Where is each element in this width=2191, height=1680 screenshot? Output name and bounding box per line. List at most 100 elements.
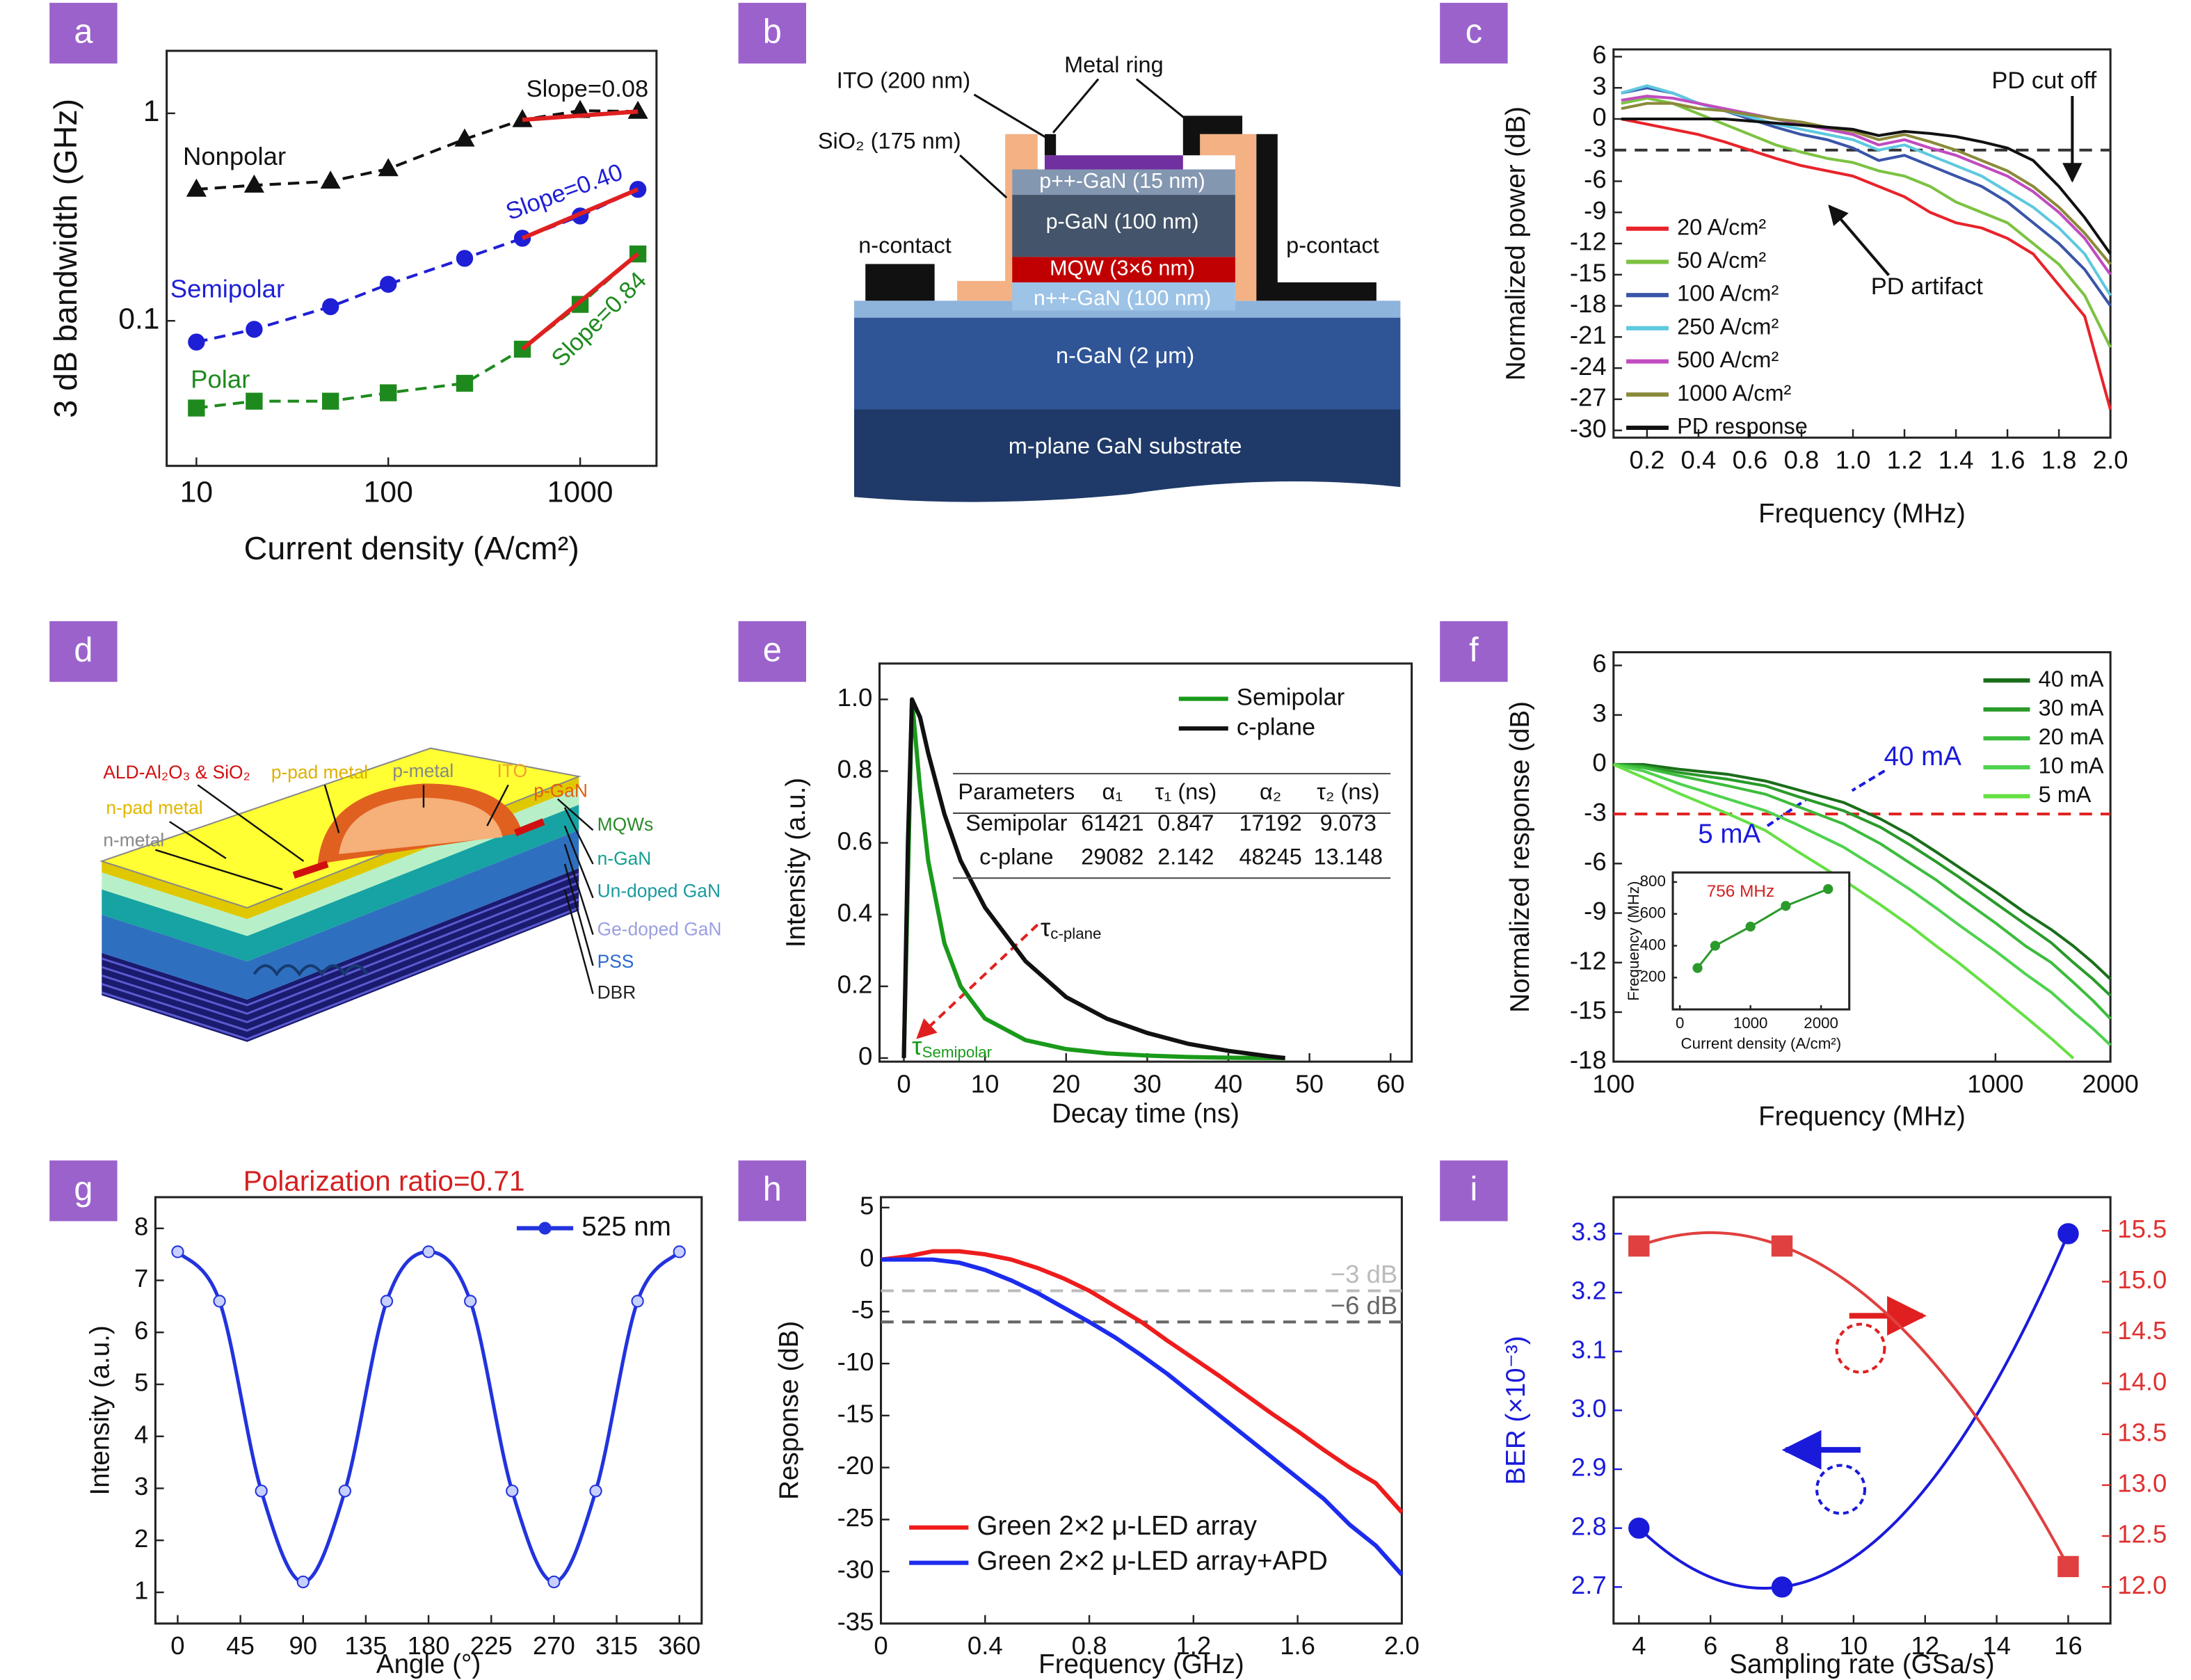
y-tick-label: 0.2: [837, 970, 873, 998]
x-tick-label: 4: [1632, 1631, 1646, 1660]
panel-label: f: [1469, 631, 1479, 669]
y-tick-label: 1.0: [837, 683, 873, 712]
x-tick-label: 12: [1911, 1631, 1939, 1660]
series-line: [1621, 117, 2112, 255]
y-tick-label: 6: [1592, 649, 1606, 678]
marker: [464, 1295, 477, 1308]
y-axis-label: 3 dB bandwidth (GHz): [47, 99, 83, 418]
legend-label: 50 A/cm²: [1677, 248, 1766, 273]
x-tick-label: 1000: [1967, 1069, 2023, 1098]
x-tick-label: 2.0: [1384, 1631, 1420, 1660]
y-axis-label: Normalized power (dB): [1501, 106, 1531, 381]
marker: [246, 392, 263, 410]
x-axis-label: Frequency (GHz): [1038, 1649, 1244, 1679]
fit-curve: [1638, 1231, 2070, 1567]
x-tick-label: 1000: [1733, 1014, 1768, 1032]
y-tick-label: -6: [1584, 165, 1606, 193]
y2-tick-label: 13.0: [2117, 1469, 2167, 1498]
y-tick-label: -27: [1570, 383, 1607, 412]
x-tick-label: 10: [180, 475, 213, 509]
y-tick-label: -15: [837, 1399, 874, 1427]
y-tick-label: 2: [134, 1524, 148, 1553]
y-tick-label: 7: [134, 1264, 148, 1293]
pss-pattern: [252, 964, 369, 977]
x-tick-label: 0: [874, 1631, 888, 1660]
legend-label: 40 mA: [2039, 666, 2104, 691]
panel-label: g: [74, 1171, 93, 1208]
y-axis-label: Normalized response (dB): [1505, 701, 1535, 1013]
marker: [506, 1485, 519, 1498]
annotation: 756 MHz: [1707, 882, 1774, 901]
x-tick-label: 100: [1592, 1069, 1635, 1098]
x-tick-label: 1.4: [1939, 445, 1974, 474]
table-cell: Semipolar: [965, 810, 1067, 835]
x-tick-label: 0: [170, 1631, 184, 1660]
y-tick-label: -15: [1570, 996, 1607, 1025]
series-line: [1612, 763, 2075, 1059]
y-tick-label: 3: [134, 1472, 148, 1501]
y-tick-label: -9: [1584, 196, 1606, 225]
series-line: [1621, 118, 2112, 410]
x-tick-label: 180: [408, 1631, 450, 1660]
marker: [255, 1485, 268, 1498]
series-line: [196, 253, 639, 410]
x-tick-label: 16: [2054, 1631, 2082, 1660]
legend-label: 1000 A/cm²: [1677, 381, 1791, 406]
annotation: τSemipolar: [912, 1031, 992, 1060]
x-tick-label: 30: [1133, 1069, 1162, 1098]
fit-label: Slope=0.40: [502, 159, 626, 225]
table-header: α₂: [1260, 779, 1281, 804]
x-tick-label: 1000: [547, 475, 613, 509]
y-tick-label: 5: [134, 1368, 148, 1397]
y-tick-label: 0.4: [837, 898, 873, 927]
panel-label-box: [49, 621, 118, 682]
marker: [322, 298, 339, 316]
x-tick-label: 0.4: [968, 1631, 1003, 1660]
diagram-label: m-plane GaN substrate: [1009, 433, 1242, 458]
marker: [1628, 1517, 1650, 1539]
y-tick-label: 2.9: [1571, 1453, 1607, 1482]
y-tick-label: 0.1: [118, 302, 159, 335]
x-tick-label: 90: [289, 1631, 317, 1660]
y-tick-label: 4: [134, 1420, 148, 1448]
p-gan-layer: [1012, 195, 1235, 257]
diagram-label: p++-GaN (15 nm): [1039, 169, 1205, 193]
panel-label-box: [738, 3, 806, 64]
x-tick-label: 1.0: [1836, 445, 1871, 474]
fit-curve: [1637, 1233, 2070, 1590]
legend-label: Semipolar: [1237, 685, 1345, 711]
diagram-label: SiO₂ (175 nm): [818, 129, 961, 154]
table-header: τ₂ (ns): [1317, 779, 1379, 804]
marker: [456, 374, 474, 392]
diagram-label: p-GaN: [533, 780, 588, 801]
x-axis-label: Angle (°): [376, 1649, 481, 1679]
table-cell: 17192: [1239, 810, 1301, 835]
series-line: [901, 697, 1285, 1060]
x-tick-label: 20: [1052, 1069, 1080, 1098]
legend-label: 5 mA: [2039, 782, 2092, 807]
legend-label: 10 mA: [2039, 753, 2104, 778]
y2-tick-label: 15.0: [2117, 1265, 2167, 1294]
x-tick-label: 1.6: [1280, 1631, 1315, 1660]
x-axis-label: Frequency (MHz): [1758, 499, 1966, 529]
legend-label: 250 A/cm²: [1677, 314, 1779, 339]
series-line: [1613, 762, 2112, 1046]
y-tick-label: -12: [1570, 946, 1607, 975]
table-cell: 29082: [1081, 844, 1143, 869]
y-axis-label: Frequency (MHz): [1625, 881, 1642, 1000]
y-tick-label: -6: [1584, 847, 1606, 876]
panel-label: c: [1466, 13, 1482, 51]
x-tick-label: 0.2: [1630, 445, 1665, 474]
y-tick-label: -3: [1584, 134, 1606, 162]
marker: [380, 1295, 394, 1308]
marker: [422, 1245, 435, 1258]
marker: [1781, 901, 1791, 911]
series-label: Polar: [191, 365, 250, 394]
table-header: Parameters: [958, 779, 1075, 804]
arrow: [1851, 769, 1886, 792]
annotation-symbol: τ: [1041, 913, 1051, 941]
y-tick-label: 1: [134, 1576, 148, 1605]
legend-label: Green 2×2 μ-LED array+APD: [977, 1546, 1328, 1576]
y-tick-label: 0: [858, 1042, 872, 1071]
y-tick-label: 1: [143, 95, 160, 128]
